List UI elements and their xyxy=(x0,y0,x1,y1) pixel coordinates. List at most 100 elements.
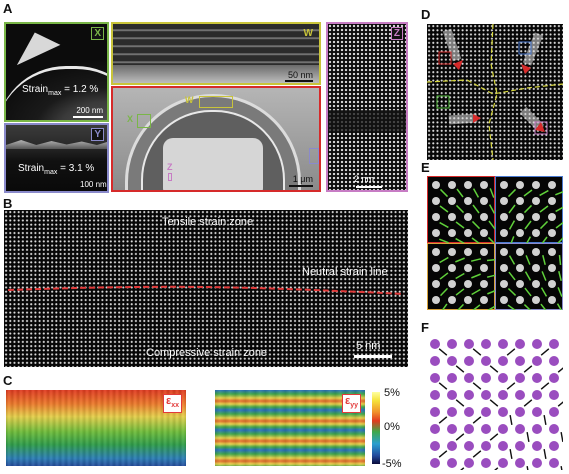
panel-c-eyy-texture xyxy=(215,390,365,466)
panel-f-atom xyxy=(498,407,508,417)
inset-x-arrow-shape xyxy=(7,24,61,66)
overview-image: W X Z 1 μm xyxy=(111,86,321,192)
panel-f-atom xyxy=(549,356,559,366)
panel-e-arrow xyxy=(507,188,517,198)
inset-y-strain-word: Strain xyxy=(18,163,45,174)
panel-e-atom xyxy=(432,264,440,272)
panel-f-arrow xyxy=(557,401,563,407)
panel-e-arrow xyxy=(472,204,480,214)
panel-e-arrow xyxy=(439,238,449,244)
panel-e-atom xyxy=(464,296,472,304)
panel-e-arrow xyxy=(488,204,496,214)
overview-label-w: W xyxy=(185,95,194,105)
panel-e-arrow xyxy=(539,205,549,213)
panel-e-atom xyxy=(448,229,456,237)
overview-box-z xyxy=(168,173,172,181)
panel-e-atom xyxy=(480,229,488,237)
panel-e-arrow xyxy=(524,271,532,281)
panel-f-atom xyxy=(532,441,542,451)
inset-w-tag: W xyxy=(303,28,313,39)
panel-f-atom xyxy=(447,339,457,349)
overview-core xyxy=(163,138,263,190)
panel-e-arrow xyxy=(525,255,531,265)
panel-f-arrow xyxy=(472,450,482,458)
panel-f-arrow xyxy=(472,416,482,424)
panel-e-arrow xyxy=(539,220,549,230)
panel-e-atom xyxy=(432,248,440,256)
panel-f-atom xyxy=(549,441,559,451)
panel-e-arrow xyxy=(439,287,449,297)
panel-b-compressive-label: Compressive strain zone xyxy=(146,347,268,359)
panel-f-arrow xyxy=(455,365,465,373)
panel-e-atom xyxy=(480,248,488,256)
panel-e-atom xyxy=(464,181,472,189)
panel-f-atom xyxy=(464,407,474,417)
panel-f-atom xyxy=(549,373,559,383)
panel-e-atom xyxy=(464,197,472,205)
panel-e-atom xyxy=(432,181,440,189)
panel-e-atom xyxy=(432,296,440,304)
panel-e-arrow xyxy=(472,304,481,310)
panel-e-atom xyxy=(532,197,540,205)
panel-f-arrow xyxy=(455,433,465,441)
panel-e-atom xyxy=(516,248,524,256)
inset-w-substrate xyxy=(113,65,319,83)
inset-x-strain-value: = 1.2 % xyxy=(61,84,99,95)
panel-f-arrow xyxy=(472,348,482,356)
panel-label-f: F xyxy=(421,320,429,335)
panel-e-arrow xyxy=(455,204,465,214)
panel-e-arrow xyxy=(455,221,465,229)
panel-e-atom xyxy=(464,229,472,237)
panel-f-arrow xyxy=(509,414,513,426)
panel-e-atom xyxy=(532,296,540,304)
panel-e-atom xyxy=(516,197,524,205)
panel-e-arrow xyxy=(456,188,464,198)
panel-e-atom xyxy=(532,181,540,189)
panel-e-arrow xyxy=(555,221,563,229)
panel-f-atom xyxy=(430,441,440,451)
panel-f-atom xyxy=(464,339,474,349)
panel-e-arrow xyxy=(457,303,465,310)
panel-e-atom xyxy=(432,213,440,221)
panel-e-atom xyxy=(464,280,472,288)
panel-f-atom xyxy=(515,458,525,468)
panel-e-atom xyxy=(500,296,508,304)
overview-box-w xyxy=(199,96,233,108)
panel-f-atom xyxy=(549,339,559,349)
panel-f-arrow xyxy=(506,382,516,390)
panel-f-atom xyxy=(464,441,474,451)
panel-e-arrow xyxy=(455,288,465,296)
panel-label-b: B xyxy=(3,196,13,211)
inset-y-strain-text: Strainmax = 3.1 % xyxy=(18,163,94,176)
panel-e-arrow xyxy=(508,271,516,281)
panel-f-atom xyxy=(515,407,525,417)
panel-e-atom xyxy=(516,213,524,221)
panel-f-arrow xyxy=(560,465,563,470)
panel-c-colorbar xyxy=(372,392,380,464)
panel-e-arrow xyxy=(539,189,549,197)
panel-e-atom xyxy=(480,296,488,304)
panel-f-atom xyxy=(498,373,508,383)
panel-c-eyy-symbol: ε xyxy=(344,395,351,407)
panel-e-arrow xyxy=(439,272,449,280)
panel-e-atom xyxy=(500,181,508,189)
panel-e-atom xyxy=(480,181,488,189)
panel-c-exx-sub: xx xyxy=(171,402,179,410)
panel-f-atom xyxy=(498,390,508,400)
panel-f-atom xyxy=(498,424,508,434)
panel-e-atom xyxy=(500,280,508,288)
panel-f-atom xyxy=(549,390,559,400)
panel-e-atom xyxy=(432,229,440,237)
panel-e-atom xyxy=(500,213,508,221)
panel-e-atom xyxy=(448,280,456,288)
inset-y-image: Y Strainmax = 3.1 % 100 nm xyxy=(4,123,109,193)
panel-f-atom xyxy=(447,373,457,383)
overview-box-x xyxy=(137,114,151,128)
panel-e-atom xyxy=(516,229,524,237)
panel-f-atom xyxy=(515,373,525,383)
panel-e-arrow xyxy=(542,254,546,266)
panel-f-atom xyxy=(430,356,440,366)
panel-c-exx-label: εxx xyxy=(162,394,182,414)
panel-e-arrow xyxy=(439,256,449,264)
overview-label-z: Z xyxy=(167,162,173,172)
